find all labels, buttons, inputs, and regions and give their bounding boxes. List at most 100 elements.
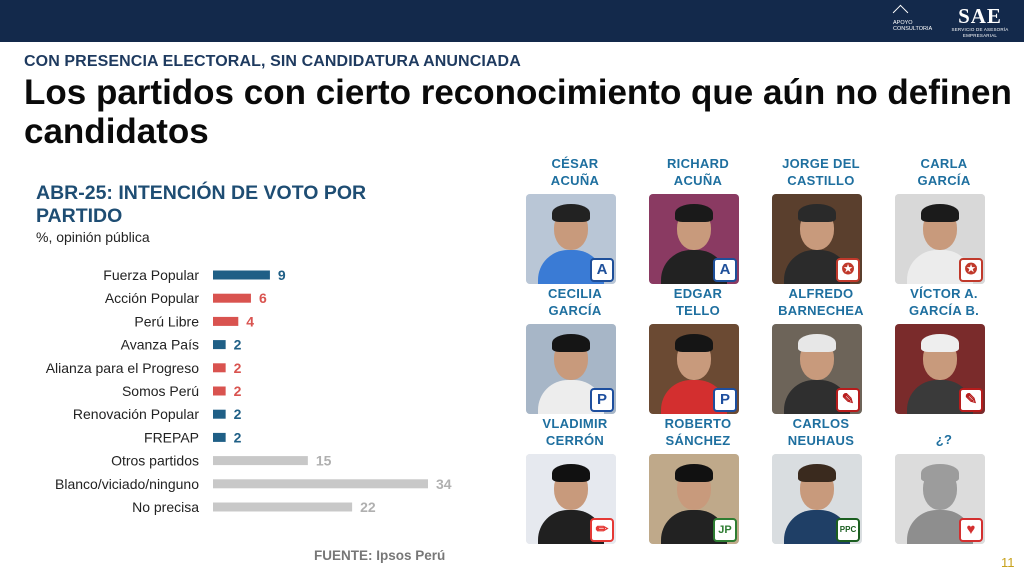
category-label: Fuerza Popular	[103, 267, 199, 283]
candidate-name: ¿?	[889, 416, 999, 452]
candidate-name: EDGAR TELLO	[643, 286, 753, 322]
candidate-name-line1: ROBERTO	[664, 416, 732, 431]
sae-tagline: SERVICIO DE ASESORÍA EMPRESARIAL	[951, 27, 1009, 38]
party-logo-icon: A	[590, 258, 614, 282]
person-hair	[921, 204, 959, 222]
person-hair	[921, 464, 959, 482]
candidate-photo: ✎	[895, 324, 985, 414]
bar	[213, 502, 353, 512]
candidate-photo: P	[526, 324, 616, 414]
chart-subtitle: %, opinión pública	[36, 229, 150, 245]
candidate-photo: A	[526, 194, 616, 284]
party-logo-icon: JP	[713, 518, 737, 542]
candidate-name-line1: EDGAR	[673, 286, 723, 301]
candidate-photo: ✪	[895, 194, 985, 284]
candidate-name-line1: ALFREDO	[788, 286, 854, 301]
person-hair	[552, 334, 590, 352]
category-label: Otros partidos	[111, 453, 199, 469]
sae-logo: SAE SERVICIO DE ASESORÍA EMPRESARIAL	[944, 4, 1016, 38]
bar	[213, 270, 270, 280]
value-label: 2	[234, 383, 242, 399]
candidate-name: CARLOS NEUHAUS	[766, 416, 876, 452]
value-label: 34	[436, 476, 452, 492]
category-label: Alianza para el Progreso	[46, 360, 200, 376]
person-hair	[675, 204, 713, 222]
candidate-name-line2: ACUÑA	[550, 172, 600, 188]
value-label: 2	[234, 360, 242, 376]
party-logo-icon: P	[590, 388, 614, 412]
party-logo-icon: ✎	[959, 388, 983, 412]
candidate-name-line2: SÁNCHEZ	[665, 432, 731, 448]
candidate-name-line1: CARLOS	[792, 416, 850, 431]
value-label: 2	[234, 429, 242, 445]
bar	[213, 432, 226, 442]
candidate-photo: PPC	[772, 454, 862, 544]
party-logo-icon: P	[713, 388, 737, 412]
person-hair	[552, 204, 590, 222]
candidate-name-line2: GARCÍA B.	[908, 302, 980, 318]
apoyo-logo: APOYO CONSULTORIA	[892, 4, 937, 35]
bar	[213, 316, 239, 326]
party-logo-icon: A	[713, 258, 737, 282]
bar	[213, 363, 226, 373]
party-logo-icon: ♥	[959, 518, 983, 542]
chart-title: ABR-25: INTENCIÓN DE VOTO POR PARTIDO	[36, 182, 367, 227]
person-hair	[921, 334, 959, 352]
apoyo-logo-text: APOYO CONSULTORIA	[893, 20, 933, 32]
value-label: 9	[278, 267, 286, 283]
category-label: No precisa	[132, 499, 199, 515]
candidate-name: JORGE DEL CASTILLO	[766, 156, 876, 192]
apoyo-roof-icon	[892, 4, 909, 21]
person-hair	[552, 464, 590, 482]
candidate-name-line1: VÍCTOR A.	[910, 286, 978, 301]
person-hair	[675, 464, 713, 482]
value-label: 15	[316, 453, 332, 469]
value-label: 2	[234, 406, 242, 422]
candidate-photo: ✏	[526, 454, 616, 544]
candidate-name-line2: CERRÓN	[545, 432, 605, 448]
category-label: Renovación Popular	[73, 406, 199, 422]
vote-intention-bar-chart: Fuerza Popular 9 Acción Popular 6 Perú Libre…	[46, 267, 452, 515]
category-label: Avanza País	[121, 337, 199, 353]
top-bar: APOYO CONSULTORIA SAE SERVICIO DE ASESOR…	[0, 0, 1024, 42]
bar	[213, 293, 251, 303]
candidate-photo: ✪	[772, 194, 862, 284]
person-hair	[798, 464, 836, 482]
candidate-name: VLADIMIR CERRÓN	[520, 416, 630, 452]
candidate-name-line2: ACUÑA	[673, 172, 723, 188]
bar	[213, 386, 226, 396]
candidate-name-line2: GARCÍA	[548, 302, 602, 318]
party-logo-icon: ✎	[836, 388, 860, 412]
party-logo-icon: ✪	[959, 258, 983, 282]
candidate-name-line2: NEUHAUS	[787, 432, 855, 448]
category-label: Acción Popular	[105, 290, 200, 306]
candidate-name-line1: VLADIMIR	[542, 416, 608, 431]
candidate-name: CARLA GARCÍA	[889, 156, 999, 192]
candidate-name-line1: JORGE DEL	[782, 156, 860, 171]
bar	[213, 409, 226, 419]
candidate-photo: JP	[649, 454, 739, 544]
value-label: 2	[234, 337, 242, 353]
bar	[213, 479, 428, 489]
person-hair	[798, 334, 836, 352]
person-hair	[798, 204, 836, 222]
section-kicker: CON PRESENCIA ELECTORAL, SIN CANDIDATURA…	[24, 53, 521, 70]
candidate-name-line1: CECILIA	[547, 286, 603, 301]
candidate-name-line2: GARCÍA	[917, 172, 971, 188]
party-logo-icon: PPC	[836, 518, 860, 542]
candidate-name-line2: TELLO	[675, 302, 721, 318]
value-label: 4	[246, 313, 254, 329]
source-note: FUENTE: Ipsos Perú	[314, 548, 446, 563]
candidate-name-line1: CARLA	[920, 156, 968, 171]
party-logo-icon: ✏	[590, 518, 614, 542]
bar	[213, 456, 308, 466]
candidate-name-line2: CASTILLO	[787, 172, 855, 188]
sae-logo-text: SAE	[958, 4, 1002, 28]
category-label: Somos Perú	[122, 383, 199, 399]
candidate-photo: ✎	[772, 324, 862, 414]
bar	[213, 340, 226, 350]
page-number: 11	[1001, 555, 1015, 570]
value-label: 6	[259, 290, 267, 306]
candidate-name-line1: ¿?	[935, 432, 953, 447]
page-title: Los partidos con cierto reconocimiento q…	[24, 73, 1012, 151]
